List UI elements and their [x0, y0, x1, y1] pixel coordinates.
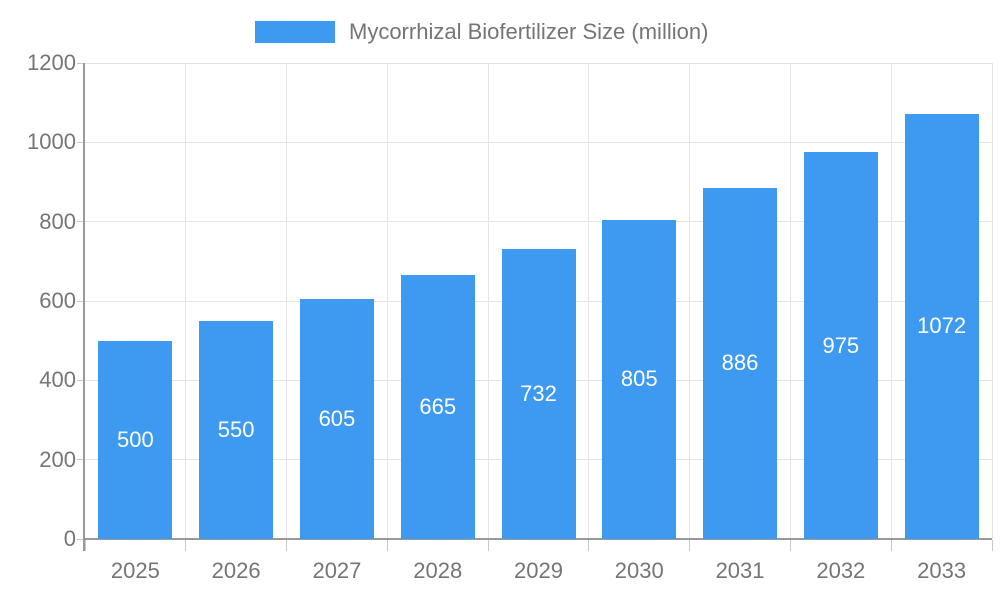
bar[interactable]: [904, 113, 979, 539]
bar[interactable]: [803, 152, 878, 539]
x-axis-label: 2033: [917, 558, 967, 583]
y-axis-tick: [77, 379, 85, 381]
x-axis-tick: [487, 540, 489, 551]
bar-value-label: 1072: [917, 313, 967, 339]
bar[interactable]: [703, 187, 778, 539]
y-axis-label: 1200: [27, 50, 76, 75]
bar-value-label: 975: [822, 332, 860, 358]
y-axis-tick: [77, 141, 85, 143]
bar[interactable]: [400, 275, 475, 539]
y-axis-tick: [77, 221, 85, 223]
y-axis-tick: [77, 538, 85, 540]
bar[interactable]: [98, 340, 173, 539]
bar-value-label: 665: [419, 394, 457, 420]
bar-value-label: 605: [318, 406, 356, 431]
x-axis-label: 2027: [312, 558, 362, 583]
bar-value-label: 886: [721, 350, 759, 376]
gridline-horizontal: [85, 221, 992, 223]
bar-value-label: 805: [620, 366, 658, 392]
y-axis-tick: [77, 300, 85, 302]
x-axis-label: 2028: [413, 558, 463, 583]
gridline-horizontal: [85, 141, 992, 143]
y-axis-label: 1000: [27, 129, 76, 155]
y-axis-tick: [77, 62, 85, 64]
bar-value-label: 732: [520, 380, 557, 406]
x-axis-label: 2025: [110, 558, 160, 583]
bar[interactable]: [501, 248, 576, 539]
legend-swatch: [255, 21, 335, 43]
y-axis-line: [83, 63, 85, 551]
gridline-vertical: [588, 63, 590, 539]
bar[interactable]: [299, 299, 374, 539]
y-axis-label: 0: [63, 526, 76, 551]
x-axis-tick: [991, 540, 993, 551]
bar-value-label: 500: [117, 426, 154, 452]
x-axis-label: 2029: [514, 558, 563, 583]
x-axis-label: 2030: [614, 558, 664, 583]
bar[interactable]: [199, 320, 274, 539]
gridline-vertical: [991, 63, 993, 539]
gridline-vertical: [689, 63, 691, 539]
x-axis-tick: [689, 540, 691, 551]
x-axis-line: [83, 538, 992, 540]
gridline-vertical: [286, 63, 288, 539]
x-axis-label: 2026: [211, 558, 261, 583]
y-axis-label: 800: [39, 208, 76, 234]
x-axis-tick: [890, 540, 892, 551]
gridline-vertical: [185, 63, 187, 539]
gridline-horizontal: [85, 62, 992, 64]
legend-item[interactable]: Mycorrhizal Biofertilizer Size (million): [255, 14, 708, 50]
gridline-vertical: [386, 63, 388, 539]
y-axis-label: 200: [39, 446, 76, 472]
x-axis-tick: [789, 540, 791, 551]
gridline-vertical: [890, 63, 892, 539]
x-axis-tick: [386, 540, 388, 551]
bar[interactable]: [602, 219, 677, 539]
x-axis-tick: [185, 540, 187, 551]
x-axis-tick: [84, 540, 86, 551]
gridline-vertical: [487, 63, 489, 539]
gridline-vertical: [789, 63, 791, 539]
y-axis-label: 400: [39, 367, 76, 393]
x-axis-tick: [588, 540, 590, 551]
bar-value-label: 550: [217, 416, 255, 442]
x-axis-label: 2031: [715, 558, 765, 583]
legend-label: Mycorrhizal Biofertilizer Size (million): [349, 19, 709, 44]
x-axis-label: 2032: [816, 558, 866, 583]
y-axis-tick: [77, 459, 85, 461]
y-axis-label: 600: [39, 288, 76, 313]
x-axis-tick: [286, 540, 288, 551]
